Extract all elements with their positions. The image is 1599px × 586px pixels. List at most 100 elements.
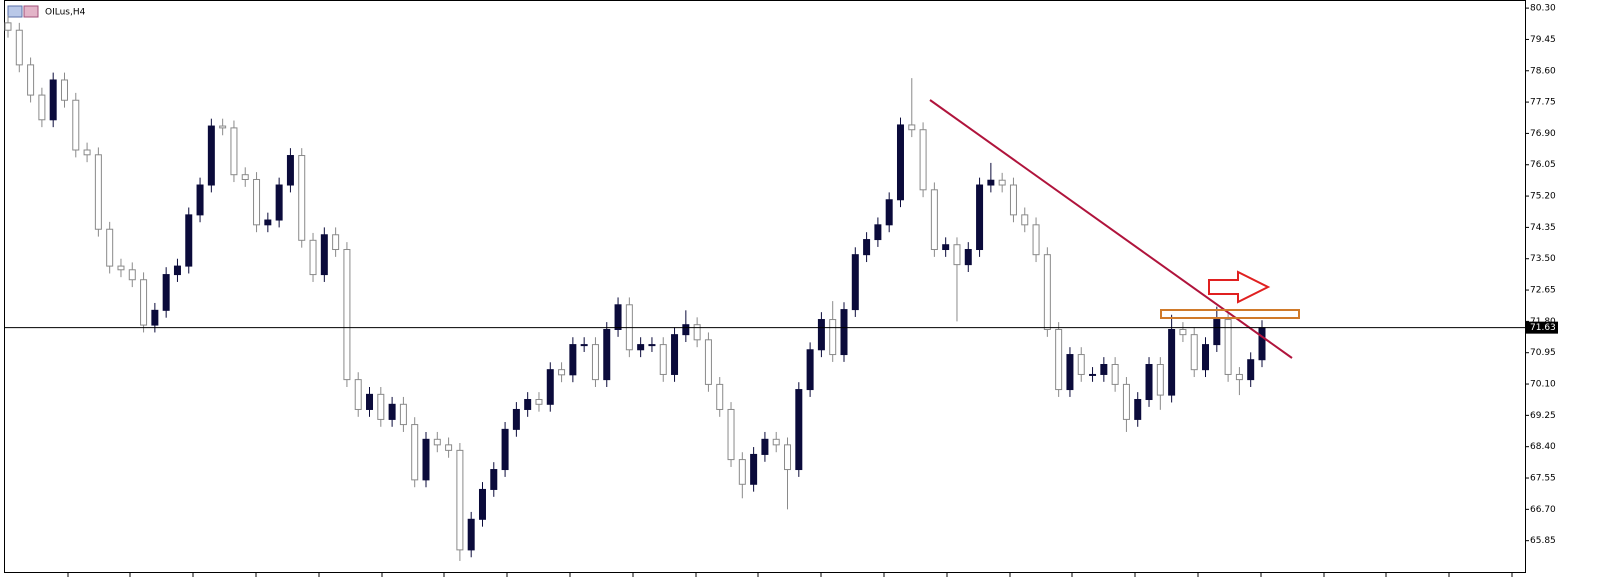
candle-body <box>1077 354 1085 375</box>
candle-body <box>1066 354 1074 391</box>
candle <box>332 227 340 257</box>
candle <box>1179 322 1187 343</box>
candle <box>919 122 927 198</box>
candle <box>704 332 712 392</box>
y-tick-label: 69.25 <box>1530 411 1556 421</box>
candle <box>558 362 566 383</box>
candle <box>524 392 532 417</box>
candle-body <box>286 155 294 186</box>
y-tick-label: 76.05 <box>1530 160 1556 170</box>
chart-icon <box>23 5 39 18</box>
candle-body <box>930 189 938 251</box>
candle <box>343 242 351 387</box>
candle <box>614 297 622 337</box>
candle-body <box>128 269 136 281</box>
candle-body <box>377 393 385 420</box>
candle-body <box>1179 328 1187 336</box>
candle <box>196 177 204 223</box>
candle-body <box>173 265 181 276</box>
plot <box>4 15 1266 561</box>
candle-body <box>1190 334 1198 371</box>
candle-body <box>117 265 125 271</box>
y-tick-label: 78.60 <box>1530 66 1556 76</box>
candle <box>72 92 80 158</box>
candle <box>1111 357 1119 392</box>
candle-body <box>94 154 102 230</box>
candle-body <box>501 428 509 471</box>
candle <box>377 386 385 427</box>
candle <box>840 302 848 362</box>
candle-body <box>524 399 532 410</box>
candle <box>366 386 374 417</box>
candle-body <box>1168 328 1176 396</box>
candle-body <box>512 408 520 430</box>
candle <box>750 447 758 492</box>
candle-body <box>456 449 464 551</box>
candle <box>1055 322 1063 397</box>
candle-body <box>49 79 57 121</box>
candle-body <box>817 319 825 351</box>
candle-body <box>241 174 249 180</box>
candle-body <box>569 344 577 376</box>
y-tick-label: 72.65 <box>1530 286 1556 296</box>
candle-body <box>1111 364 1119 385</box>
candle-body <box>1213 319 1221 346</box>
candle <box>987 162 995 193</box>
candle-body <box>682 324 690 336</box>
candle <box>829 301 837 362</box>
candle-body <box>648 344 656 347</box>
candle-body <box>1235 373 1243 381</box>
candle <box>1021 207 1029 233</box>
candle-body <box>388 403 396 420</box>
candle-body <box>1156 364 1164 396</box>
candle-body <box>1055 328 1063 391</box>
candle-body <box>1122 383 1130 420</box>
candle-body <box>1258 327 1266 361</box>
candle-body <box>535 399 543 405</box>
candle-body <box>1043 254 1051 330</box>
candle-body <box>942 244 950 251</box>
trend-line <box>929 99 1293 359</box>
candle <box>659 337 667 382</box>
candle <box>896 117 904 208</box>
candle <box>1190 327 1198 378</box>
candle-body <box>908 124 916 131</box>
candle-body <box>863 239 871 256</box>
candle-body <box>1089 373 1097 376</box>
candle-body <box>196 184 204 216</box>
candle <box>512 402 520 437</box>
candle-body <box>478 488 486 520</box>
candle <box>411 417 419 488</box>
candle-body <box>1032 224 1040 256</box>
candle <box>772 431 780 453</box>
candle <box>49 72 57 128</box>
candle <box>456 443 464 561</box>
candle <box>738 452 746 499</box>
candle <box>637 337 645 358</box>
candle <box>1009 177 1017 223</box>
candle <box>207 118 215 193</box>
candle <box>1156 357 1164 410</box>
candle-body <box>38 94 46 121</box>
candle-body <box>784 444 792 471</box>
candle <box>727 402 735 467</box>
candle <box>354 372 362 417</box>
candle <box>716 377 724 417</box>
candle <box>4 15 12 38</box>
candle <box>117 258 125 278</box>
candle-body <box>727 408 735 461</box>
candle <box>185 207 193 274</box>
candle-body <box>546 369 554 405</box>
candle-body <box>185 214 193 267</box>
candle <box>320 227 328 282</box>
candle <box>1202 337 1210 378</box>
candle <box>433 431 441 453</box>
candle-body <box>298 155 306 241</box>
candle <box>106 221 114 274</box>
candle-body <box>953 244 961 266</box>
candle <box>388 396 396 427</box>
candle-body <box>366 393 374 410</box>
candle <box>1134 392 1142 427</box>
y-tick-label: 70.10 <box>1530 380 1556 390</box>
candle <box>1145 357 1153 407</box>
